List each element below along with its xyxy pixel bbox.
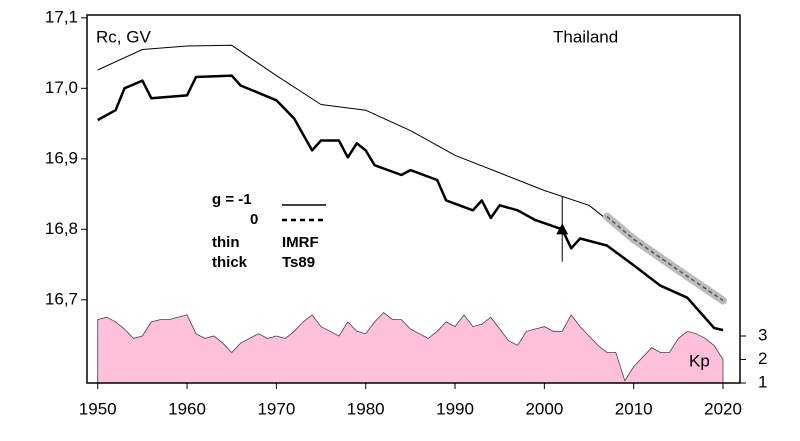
x-tick-label: 1980 <box>347 399 385 418</box>
x-tick-label: 1990 <box>436 399 474 418</box>
y2-tick-label: 2 <box>758 349 767 368</box>
y-tick-label: 16,8 <box>45 219 78 238</box>
kp-area <box>97 311 724 384</box>
legend-text: thick <box>212 254 248 271</box>
y-tick-label: 16,7 <box>45 289 78 308</box>
region-label: Thailand <box>553 27 618 46</box>
legend-text: thin <box>212 234 240 251</box>
y-tick-label: 17,0 <box>45 78 78 97</box>
x-tick-label: 2020 <box>704 399 742 418</box>
series-line <box>97 74 724 332</box>
y2-tick-label: 1 <box>758 372 767 391</box>
x-tick-label: 2000 <box>525 399 563 418</box>
legend-text: IMRF <box>282 234 319 251</box>
x-tick-label: 2010 <box>615 399 653 418</box>
axis-title: Rc, GV <box>96 27 151 46</box>
y2-tick-label: 3 <box>758 325 767 344</box>
y-tick-label: 17,1 <box>45 7 78 26</box>
legend-text: Ts89 <box>282 254 315 271</box>
observation-marker <box>556 223 569 235</box>
legend-text: g = -1 <box>212 191 252 208</box>
kp-label: Kp <box>689 351 710 370</box>
x-tick-label: 1960 <box>168 399 206 418</box>
x-tick-label: 1950 <box>79 399 117 418</box>
x-tick-label: 1970 <box>257 399 295 418</box>
series-line <box>606 216 724 302</box>
plot-frame <box>86 14 741 384</box>
y-tick-label: 16,9 <box>45 148 78 167</box>
legend-text: 0 <box>250 211 258 228</box>
plot-area <box>97 44 727 384</box>
